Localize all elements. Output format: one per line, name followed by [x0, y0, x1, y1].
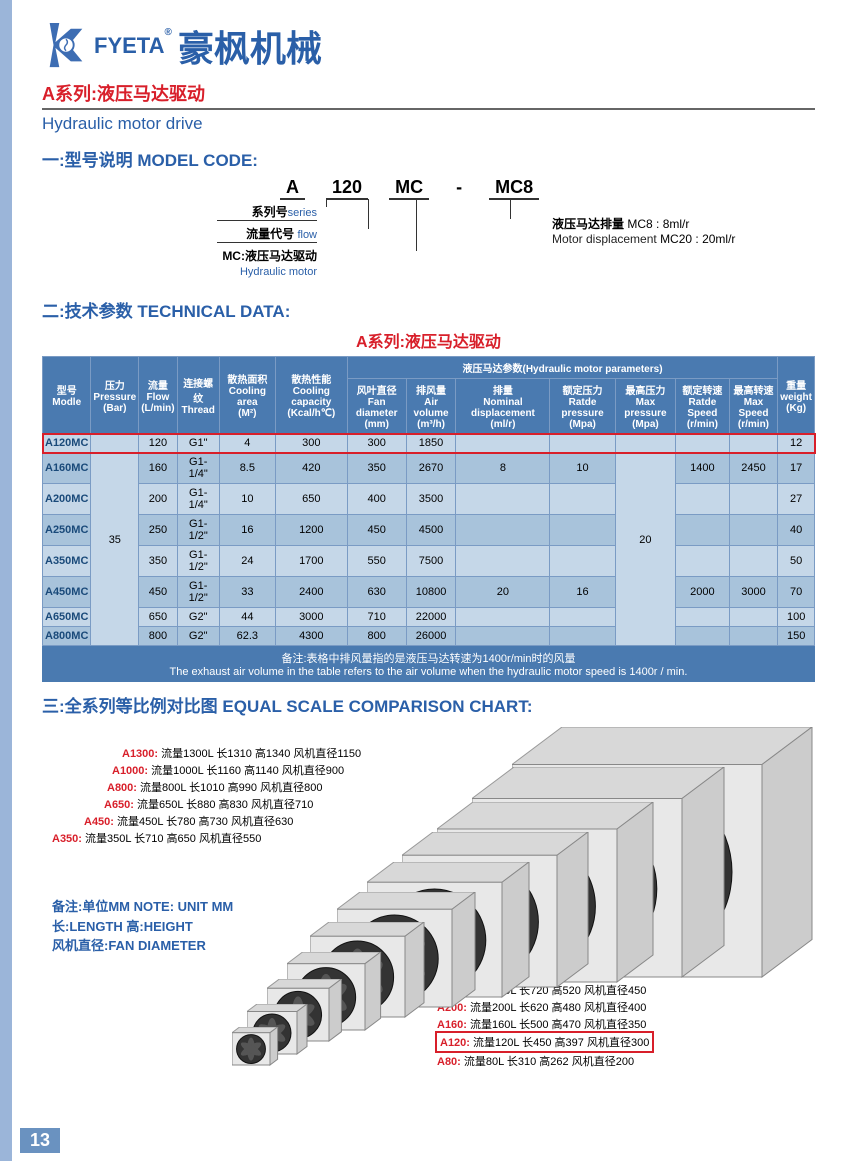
header: FYETA® 豪枫机械	[42, 20, 815, 72]
page-number: 13	[20, 1128, 60, 1153]
technical-data-table: 型号Modle压力Pressure(Bar)流量Flow(L/min)连接螺纹T…	[42, 356, 815, 646]
section-model-code: 一:型号说明 MODEL CODE:	[42, 146, 815, 171]
table-row: A160MC160G1-1/4"8.5420350267081014002450…	[43, 453, 815, 484]
section-tech-data: 二:技术参数 TECHNICAL DATA:	[42, 297, 815, 322]
series-title-en: Hydraulic motor drive	[42, 114, 815, 134]
model-code-diagram: A 120 MC - MC8 系列号series 流量代号 flow MC:液压…	[82, 177, 815, 287]
comparison-chart: A1300: 流量1300L 长1310 高1340 风机直径1150A1000…	[42, 727, 815, 1107]
fan-spec-label: A120: 流量120L 长450 高397 风机直径300	[437, 1033, 652, 1051]
table-row: A350MC350G1-1/2"241700550750050	[43, 546, 815, 577]
logo-icon	[42, 21, 90, 71]
fan-spec-label: A1300: 流量1300L 长1310 高1340 风机直径1150	[122, 745, 361, 761]
code-part-120: 120	[326, 177, 368, 200]
table-row: A650MC650G2"44300071022000100	[43, 608, 815, 627]
label-motor: MC:液压马达驱动Hydraulic motor	[202, 247, 317, 278]
brand-en: FYETA®	[94, 33, 172, 59]
section-compare: 三:全系列等比例对比图 EQUAL SCALE COMPARISON CHART…	[42, 692, 815, 717]
table-row: A450MC450G1-1/2"332400630108002016200030…	[43, 577, 815, 608]
label-displacement: 液压马达排量 MC8 : 8ml/r Motor displacement MC…	[552, 215, 842, 246]
fan-spec-label: A1000: 流量1000L 长1160 高1140 风机直径900	[112, 762, 344, 778]
compare-note: 备注:单位MM NOTE: UNIT MM 长:LENGTH 高:HEIGHT …	[52, 897, 233, 956]
code-dash: -	[450, 177, 468, 198]
label-flow: 流量代号 flow	[217, 225, 317, 243]
brand-cn: 豪枫机械	[178, 20, 322, 72]
tech-subtitle: A系列:液压马达驱动	[42, 328, 815, 352]
table-row: A800MC800G2"62.3430080026000150	[43, 627, 815, 646]
fan-spec-label: A800: 流量800L 长1010 高990 风机直径800	[107, 779, 322, 795]
table-row: A200MC200G1-1/4"10650400350027	[43, 484, 815, 515]
table-row: A120MC35120G1"430030018502012	[43, 434, 815, 453]
table-footnote: 备注:表格中排风量指的是液压马达转速为1400r/min时的风量 The exh…	[42, 646, 815, 682]
fan-unit-icon	[232, 1027, 281, 1069]
fan-spec-label: A450: 流量450L 长780 高730 风机直径630	[84, 813, 293, 829]
fan-spec-label: A650: 流量650L 长880 高830 风机直径710	[104, 796, 313, 812]
code-part-mc: MC	[389, 177, 429, 200]
table-row: A250MC250G1-1/2"161200450450040	[43, 515, 815, 546]
fan-spec-label: A80: 流量80L 长310 高262 风机直径200	[437, 1053, 634, 1069]
series-title-cn: A系列:液压马达驱动	[42, 80, 815, 110]
label-series: 系列号series	[217, 203, 317, 221]
fan-spec-label: A350: 流量350L 长710 高650 风机直径550	[52, 830, 261, 846]
code-part-mc8: MC8	[489, 177, 539, 200]
code-part-a: A	[280, 177, 305, 200]
